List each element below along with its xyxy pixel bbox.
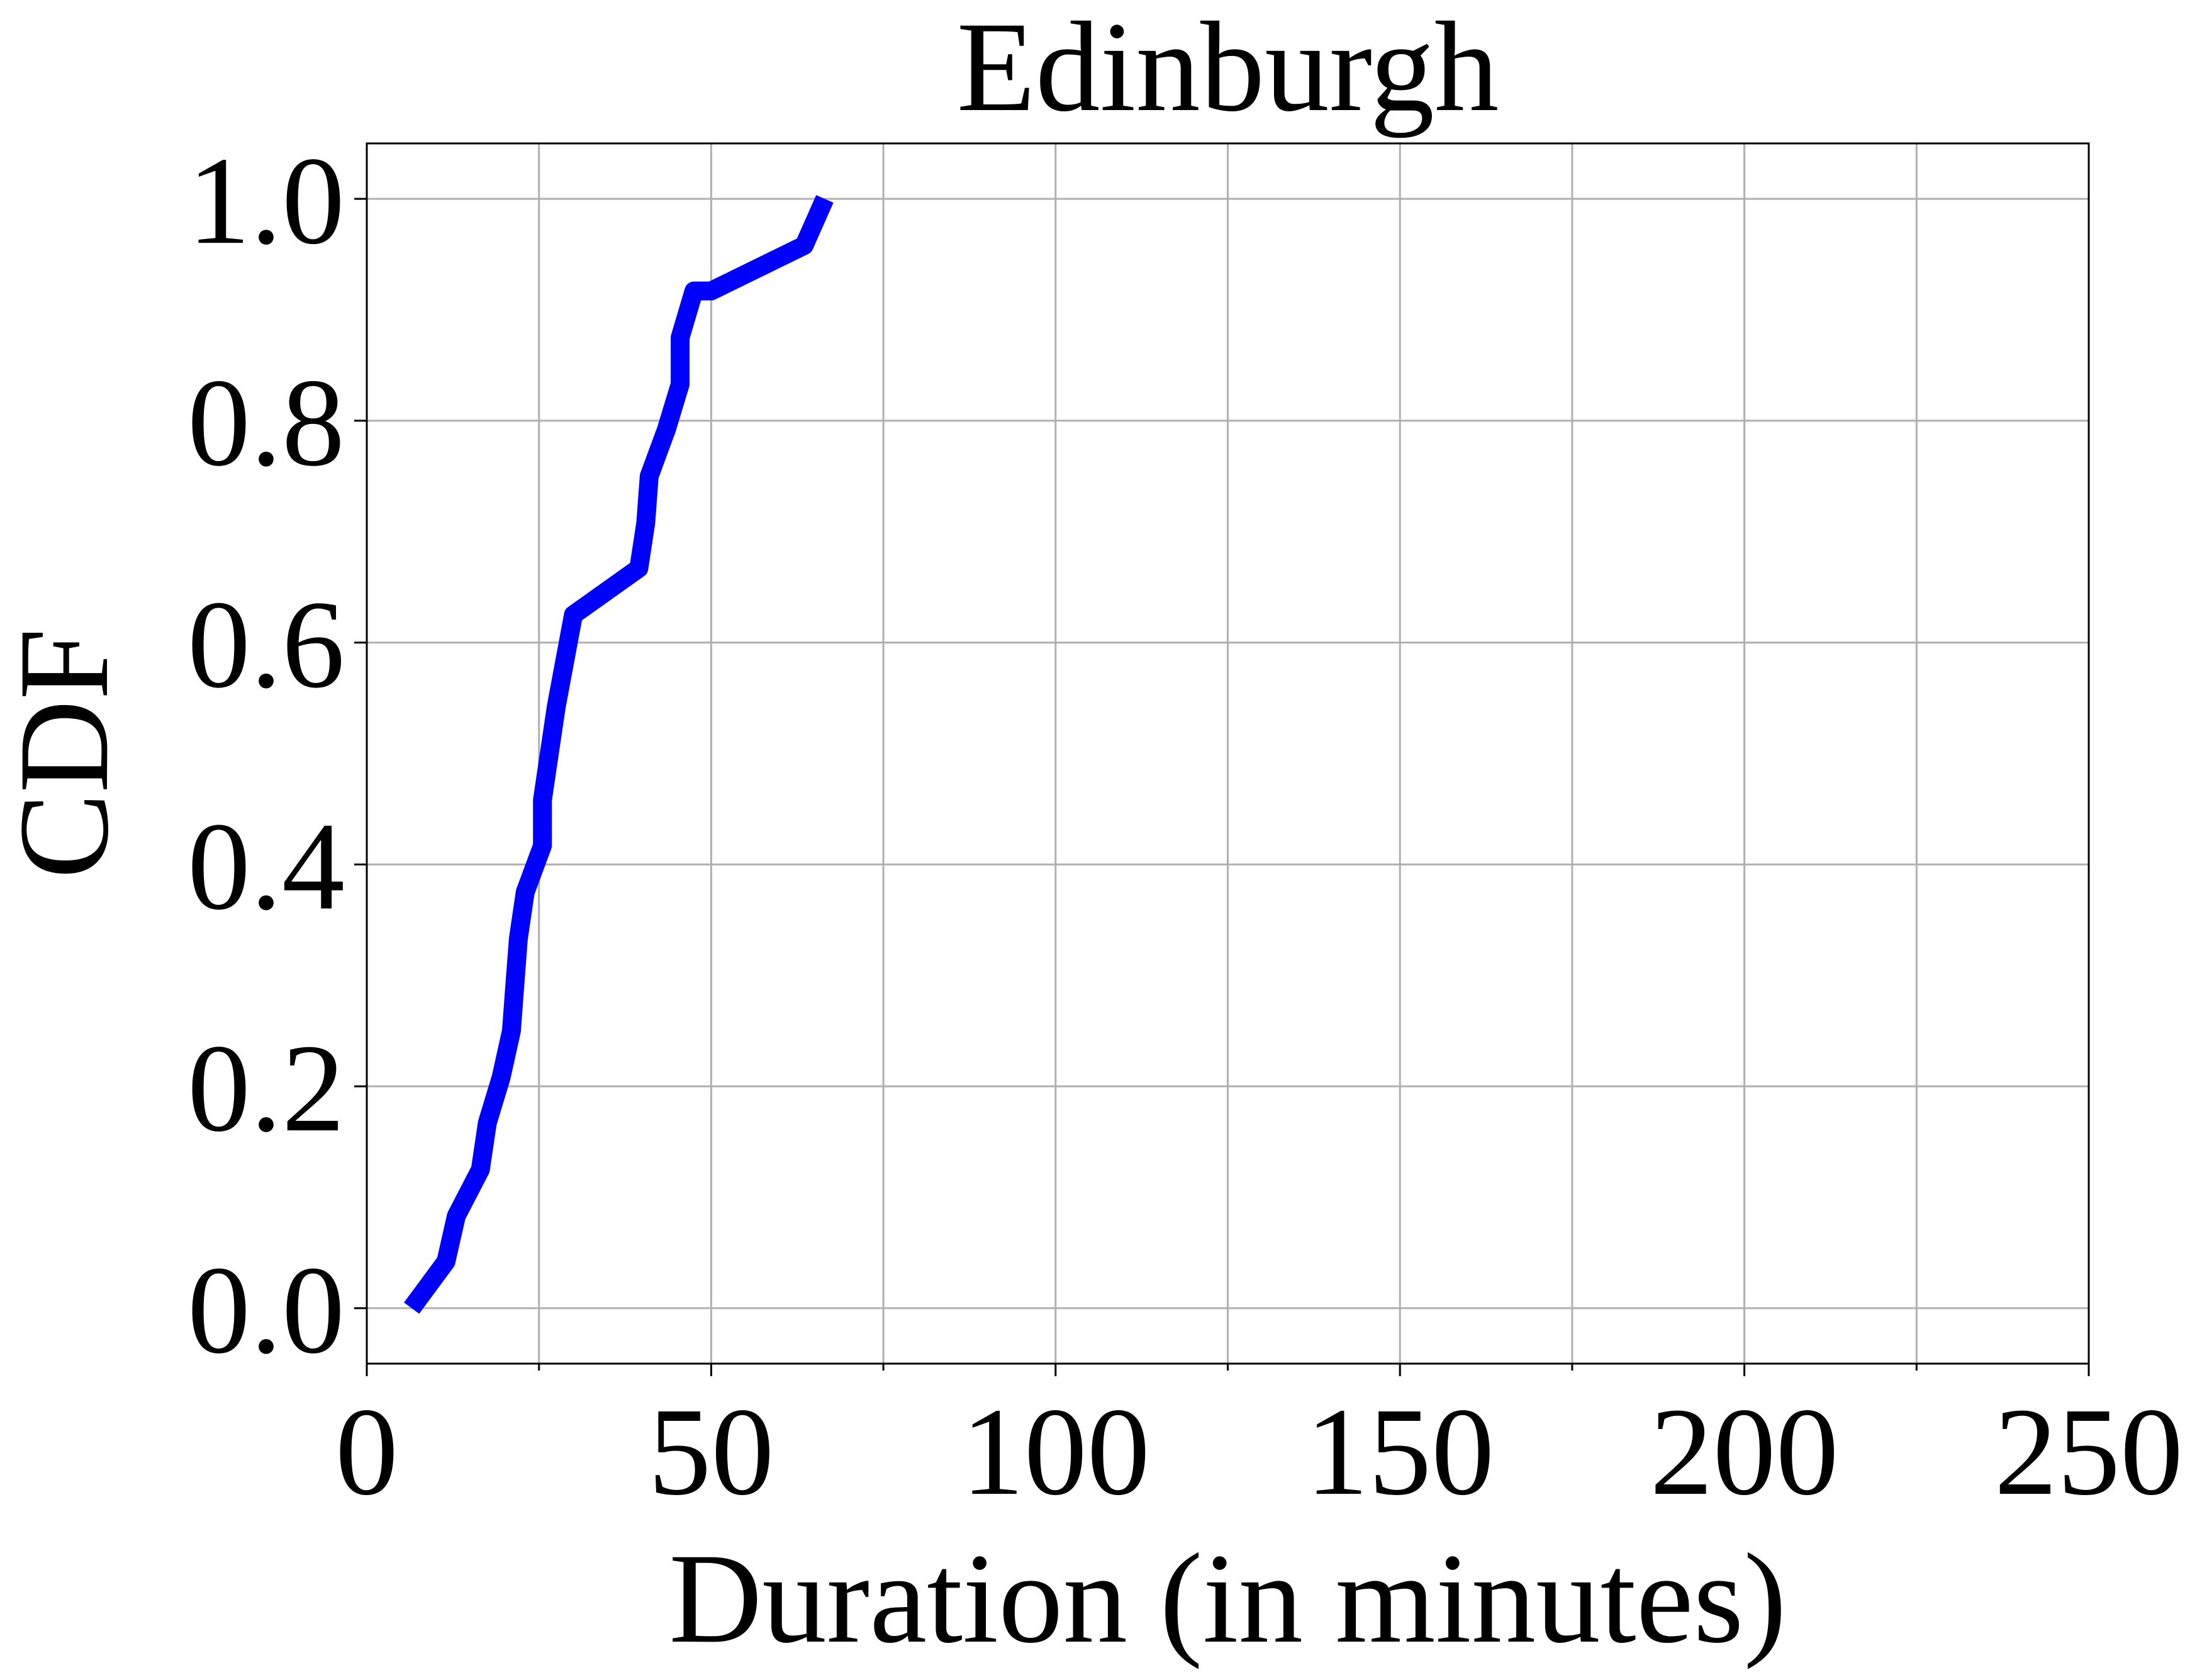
y-tick-label: 0.4 [187, 797, 345, 936]
y-tick-label: 0.8 [187, 353, 345, 492]
x-tick-label: 50 [648, 1382, 774, 1521]
y-tick-label: 1.0 [187, 131, 345, 270]
x-tick-label: 0 [335, 1382, 398, 1521]
x-tick-label: 250 [1994, 1382, 2183, 1521]
cdf-series-line [404, 195, 834, 1314]
x-tick-label: 200 [1650, 1382, 1839, 1521]
axis-ticks [354, 197, 2090, 1376]
series-layer [404, 195, 834, 1314]
x-axis-label: Duration (in minutes) [669, 1527, 1786, 1670]
y-tick-label: 0.2 [187, 1019, 345, 1158]
axis-tick-labels: 0 50 100 150 200 250 0.0 0.2 0.4 0.6 0.8 1.0 [187, 131, 2183, 1521]
x-tick-label: 150 [1305, 1382, 1494, 1521]
grid-lines [366, 143, 2090, 1364]
x-tick-label: 100 [961, 1382, 1150, 1521]
y-tick-label: 0.0 [187, 1241, 345, 1380]
y-axis-label: CDF [0, 628, 135, 879]
y-tick-label: 0.6 [187, 576, 345, 715]
chart-title: Edinburgh [957, 0, 1499, 138]
